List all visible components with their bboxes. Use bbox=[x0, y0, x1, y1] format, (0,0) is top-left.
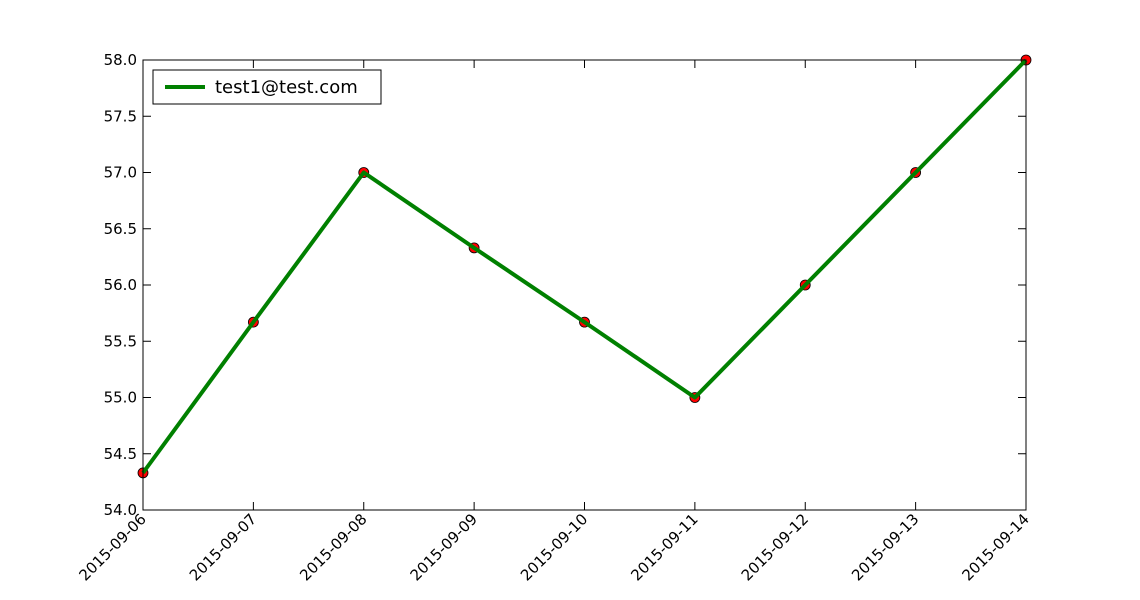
legend: test1@test.com bbox=[152, 69, 382, 105]
y-tick-label: 54.0 bbox=[104, 501, 137, 519]
series-line bbox=[141, 58, 1028, 475]
y-tick-label: 55.0 bbox=[104, 389, 137, 407]
y-tick-label: 58.0 bbox=[104, 51, 137, 69]
y-tick-label: 57.0 bbox=[104, 164, 137, 182]
plot-frame bbox=[142, 59, 1027, 511]
y-tick-label: 57.5 bbox=[104, 107, 137, 125]
y-tick-label: 55.5 bbox=[104, 332, 137, 350]
legend-label-test1: test1@test.com bbox=[215, 77, 358, 98]
y-tick-label: 54.5 bbox=[104, 445, 137, 463]
y-tick-label: 56.5 bbox=[104, 220, 137, 238]
y-tick-label: 56.0 bbox=[104, 276, 137, 294]
